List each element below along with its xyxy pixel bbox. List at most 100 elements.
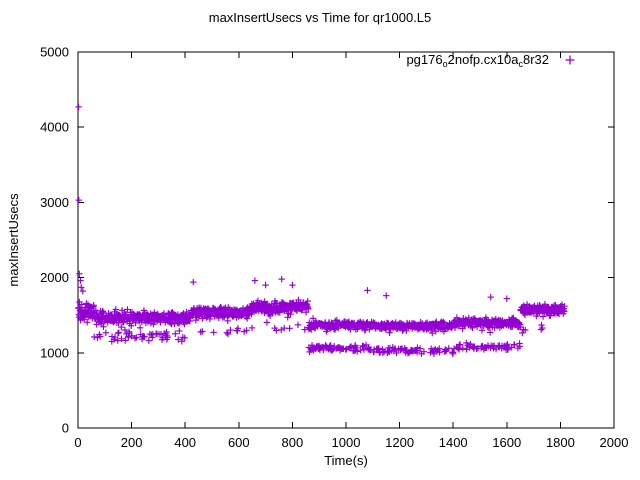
x-tick-label: 200 [121, 435, 143, 450]
data-point [77, 277, 84, 284]
data-point [487, 293, 494, 301]
data-point [75, 196, 82, 204]
x-axis-ticks: 0 200 400 600 800 1000 1200 1400 1600 1800 2000 [74, 52, 628, 450]
data-point [386, 329, 393, 336]
data-point [243, 327, 250, 334]
data-point [175, 336, 182, 343]
data-point [131, 335, 139, 342]
x-tick-label: 600 [228, 435, 250, 450]
data-point [133, 334, 140, 341]
data-point [432, 328, 439, 335]
data-point [442, 348, 449, 355]
data-point [539, 313, 547, 320]
data-point [364, 287, 371, 294]
data-point [416, 345, 424, 352]
data-point [78, 284, 85, 291]
data-point [164, 334, 171, 341]
data-point [522, 326, 529, 334]
data-point [115, 329, 122, 336]
data-point [190, 278, 197, 286]
data-point [83, 319, 91, 326]
data-point [383, 292, 390, 299]
data-point [76, 270, 83, 278]
legend-entry-label: pg176o2nofp.cx10ac8r32 [406, 52, 549, 69]
data-point [456, 341, 464, 348]
data-point [210, 329, 217, 336]
data-point [280, 324, 288, 332]
data-point [305, 305, 312, 313]
data-point [486, 329, 494, 336]
data-point [102, 329, 110, 336]
x-tick-label: 1600 [492, 435, 521, 450]
data-point [136, 324, 144, 331]
data-point [329, 346, 336, 354]
data-point [124, 306, 131, 313]
data-point [251, 277, 259, 284]
data-point [128, 332, 135, 339]
data-point [561, 303, 568, 310]
data-point [118, 323, 125, 331]
data-point [78, 301, 85, 308]
data-point [175, 320, 182, 327]
data-point [445, 345, 452, 352]
data-point [91, 333, 98, 341]
data-point [99, 308, 107, 315]
data-point [145, 337, 152, 344]
data-point [440, 328, 448, 335]
data-point [459, 345, 467, 352]
data-point [353, 348, 361, 355]
y-tick-label: 0 [62, 421, 69, 436]
y-tick-label: 5000 [40, 45, 69, 60]
data-point [178, 338, 185, 345]
y-axis-label: maxInsertUsecs [6, 193, 21, 287]
x-tick-label: 400 [174, 435, 196, 450]
data-point [243, 315, 251, 322]
data-point [192, 316, 200, 324]
data-point [286, 325, 293, 332]
data-point [519, 329, 526, 337]
data-point [128, 322, 135, 329]
data-point [538, 321, 545, 329]
x-tick-label: 800 [282, 435, 304, 450]
data-point [302, 309, 310, 316]
x-axis-label: Time(s) [324, 453, 368, 468]
x-tick-label: 1000 [332, 435, 361, 450]
data-point [181, 334, 188, 342]
data-point [224, 317, 231, 325]
data-point [121, 326, 129, 334]
data-point [176, 327, 183, 335]
legend: pg176o2nofp.cx10ac8r32 [406, 52, 575, 69]
data-point [122, 337, 129, 344]
y-tick-label: 4000 [40, 120, 69, 135]
data-point [248, 324, 256, 332]
y-axis-ticks: 0 1000 2000 3000 4000 5000 [40, 45, 614, 436]
data-point [90, 302, 97, 309]
data-point [114, 337, 121, 344]
data-point [262, 281, 269, 289]
data-point [223, 329, 231, 336]
data-point [469, 324, 476, 331]
data-point [118, 335, 125, 342]
data-point [511, 341, 518, 349]
data-point [140, 307, 148, 314]
data-point [436, 349, 443, 356]
data-point [263, 319, 271, 326]
y-tick-label: 3000 [40, 195, 69, 210]
data-point [503, 295, 510, 302]
data-point [234, 325, 242, 332]
data-point [309, 315, 317, 322]
data-point [141, 333, 148, 340]
data-point [75, 103, 82, 111]
data-point [420, 348, 428, 355]
data-point [393, 349, 400, 357]
data-point [96, 333, 104, 340]
data-point [304, 297, 311, 305]
data-point [449, 349, 457, 356]
x-tick-label: 0 [74, 435, 81, 450]
data-point [289, 281, 296, 289]
data-point [278, 275, 285, 283]
x-tick-label: 2000 [600, 435, 629, 450]
data-point [227, 326, 234, 334]
data-point [79, 287, 87, 295]
